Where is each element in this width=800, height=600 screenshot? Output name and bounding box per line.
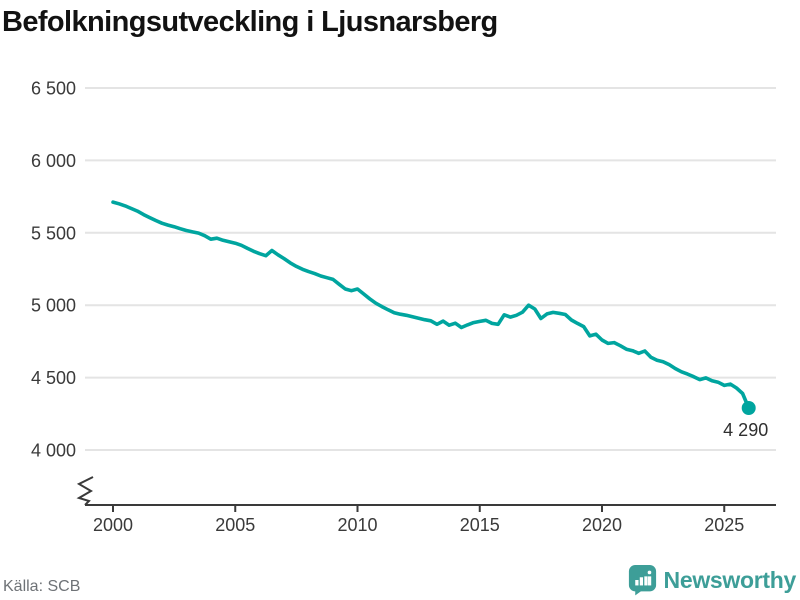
newsworthy-wordmark: Newsworthy: [663, 566, 797, 593]
y-tick-label-4500: 4 500: [31, 368, 76, 388]
source-label: Källa: SCB: [3, 578, 81, 595]
series-end-dot: [741, 401, 756, 415]
x-tick-label-2020: 2020: [582, 515, 622, 535]
newsworthy-bubble-bar-chart-icon: [628, 565, 656, 596]
series-end-value-label: 4 290: [723, 420, 768, 440]
y-tick-label-6500: 6 500: [31, 79, 76, 99]
x-tick-label-2005: 2005: [215, 515, 255, 535]
x-tick-label-2025: 2025: [704, 515, 744, 535]
y-tick-label-6000: 6 000: [31, 151, 76, 171]
x-tick-label-2000: 2000: [93, 515, 133, 535]
newsworthy-logo[interactable]: Newsworthy: [628, 564, 796, 596]
y-tick-label-5500: 5 500: [31, 223, 76, 243]
y-tick-label-5000: 5 000: [31, 296, 76, 316]
y-axis-break-squiggle: [76, 476, 94, 506]
y-tick-label-4000: 4 000: [31, 441, 76, 461]
population-series-line: [111, 200, 751, 410]
chart-title: Befolkningsutveckling i Ljusnarsberg: [2, 6, 498, 38]
x-tick-label-2010: 2010: [337, 515, 377, 535]
x-tick-label-2015: 2015: [460, 515, 500, 535]
